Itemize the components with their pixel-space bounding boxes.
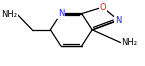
Text: NH₂: NH₂: [1, 10, 17, 19]
Text: NH₂: NH₂: [122, 38, 137, 47]
Text: N: N: [58, 9, 64, 18]
Text: N: N: [115, 16, 121, 25]
Text: O: O: [99, 3, 106, 12]
